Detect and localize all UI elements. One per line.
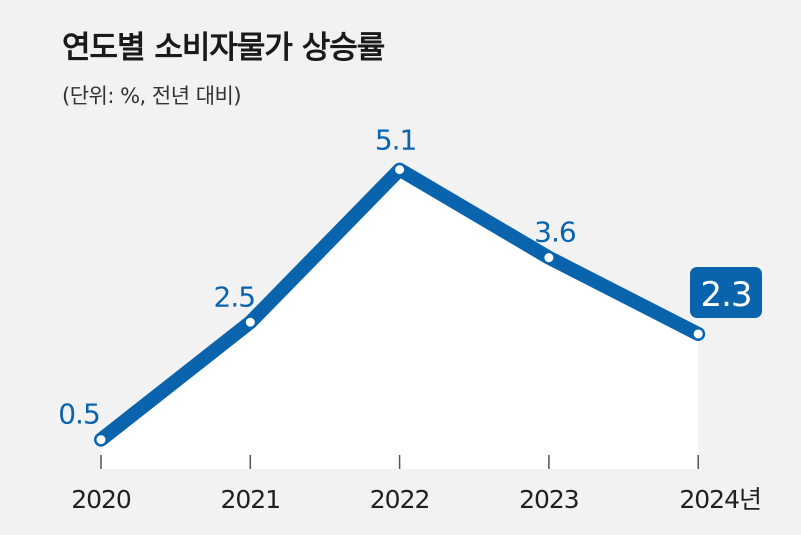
data-point [544,253,554,263]
data-label: 3.6 [534,216,576,249]
chart-subtitle: (단위: %, 전년 대비) [62,84,242,108]
data-point [245,317,255,327]
data-point [96,435,106,445]
x-tick-label: 2022 [370,485,430,514]
area-fill [101,169,699,469]
x-tick-label: 2023 [519,485,579,514]
data-point [693,329,703,339]
data-label: 2.5 [214,280,256,313]
highlight-label-box [690,267,762,318]
x-tick-label: 2020 [71,485,131,514]
chart-title: 연도별 소비자물가 상승률 [62,30,385,66]
data-point [395,165,405,175]
x-tick-label: 2021 [220,485,280,514]
data-label: 0.5 [58,398,100,431]
data-label: 5.1 [375,124,417,157]
x-tick-label: 2024년 [679,485,761,514]
data-label: 2.3 [700,275,751,315]
